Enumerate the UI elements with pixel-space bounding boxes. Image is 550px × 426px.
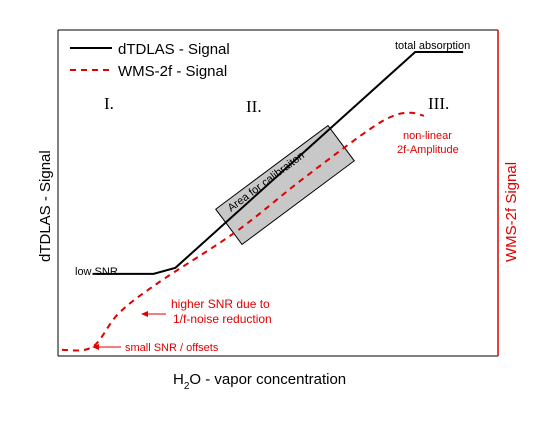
y-axis-label-left: dTDLAS - Signal: [37, 150, 54, 262]
x-axis-label-sub: 2: [184, 381, 190, 392]
series-wms-2f-line: [61, 111, 425, 352]
arrow-higher-snr: [141, 311, 166, 317]
annotation-higher-snr-1: higher SNR due to: [171, 297, 270, 311]
region-label-1: I.: [104, 94, 114, 113]
annotation-nonlinear-2: 2f-Amplitude: [397, 144, 459, 156]
y-axis-label-right: WMS-2f Signal: [503, 162, 520, 262]
annotation-higher-snr-2: 1/f-noise reduction: [173, 312, 272, 326]
annotation-low-snr: low SNR: [75, 266, 118, 278]
annotation-nonlinear-1: non-linear: [403, 130, 452, 142]
x-axis-label-rest: O - vapor concentration: [189, 371, 346, 388]
series-dtdlas-line: [92, 51, 464, 275]
calibration-area-box: [215, 124, 355, 246]
legend: dTDLAS - Signal WMS-2f - Signal: [70, 41, 230, 80]
region-label-3: III.: [428, 94, 449, 113]
calibration-area-group: [215, 124, 355, 246]
legend-label-dtdlas: dTDLAS - Signal: [118, 41, 230, 58]
region-label-2: II.: [246, 97, 262, 116]
legend-label-wms: WMS-2f - Signal: [118, 63, 227, 80]
x-axis-label-h: H: [173, 371, 184, 388]
annotation-small-snr: small SNR / offsets: [125, 342, 219, 354]
annotation-total-absorption: total absorption: [395, 40, 470, 52]
arrow-small-snr: [92, 344, 121, 350]
x-axis-label: H2O - vapor concentration: [173, 371, 346, 392]
